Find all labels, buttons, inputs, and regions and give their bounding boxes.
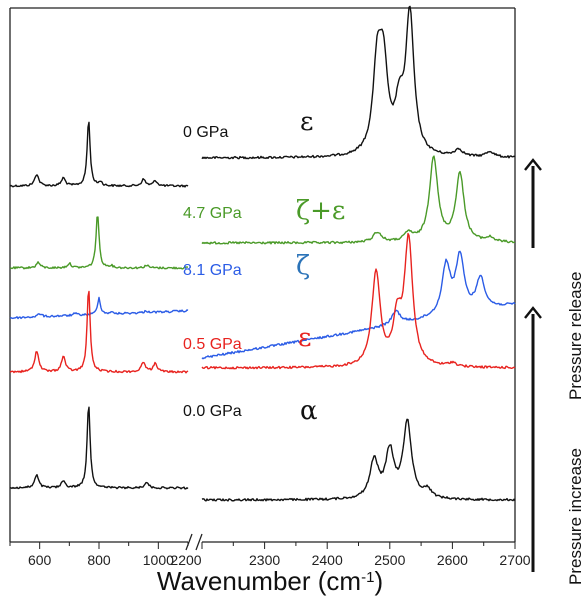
x-tick-label: 600 — [28, 552, 52, 568]
pressure-increase-label: Pressure increase — [566, 448, 585, 585]
spectrum-left-4 — [9, 406, 189, 490]
x-tick-label: 2500 — [374, 552, 405, 568]
spectrum-right-3 — [201, 232, 516, 370]
series-label: 0 GPa — [183, 124, 228, 141]
x-tick-label: 2200 — [170, 552, 201, 568]
spectrum-right-0 — [201, 5, 516, 160]
spectrum-left-1 — [9, 216, 189, 270]
phase-label: ε — [300, 107, 313, 137]
phase-label: ε — [298, 323, 311, 353]
spectrum-left-2 — [9, 296, 189, 320]
pressure-release-arrow-head — [524, 158, 542, 171]
x-tick-label: 2700 — [499, 552, 530, 568]
series-label: 4.7 GPa — [183, 205, 242, 222]
pressure-release-label: Pressure release — [566, 271, 585, 400]
series-label: 0.5 GPa — [183, 336, 242, 353]
pressure-increase-arrow-head — [524, 306, 542, 319]
axis-break-mark — [185, 533, 193, 551]
x-tick-label: 1000 — [143, 552, 174, 568]
spectrum-left-0 — [9, 121, 189, 188]
axis-break-mark — [195, 533, 203, 551]
phase-label: ζ+ε — [296, 196, 345, 226]
spectrum-right-4 — [201, 418, 516, 502]
series-label: 0.0 GPa — [183, 403, 242, 420]
phase-label: α — [300, 396, 318, 426]
x-tick-label: 2600 — [437, 552, 468, 568]
x-tick-label: 800 — [87, 552, 111, 568]
spectrum-left-3 — [9, 290, 189, 374]
spectrum-right-1 — [201, 155, 516, 245]
series-label: 8.1 GPa — [183, 262, 242, 279]
spectrum-right-2 — [201, 250, 516, 360]
x-tick-label: 2400 — [312, 552, 343, 568]
x-tick-label: 2300 — [249, 552, 280, 568]
x-axis-title: Wavenumber (cm-1) — [157, 566, 383, 596]
phase-label: ζ — [296, 251, 310, 281]
